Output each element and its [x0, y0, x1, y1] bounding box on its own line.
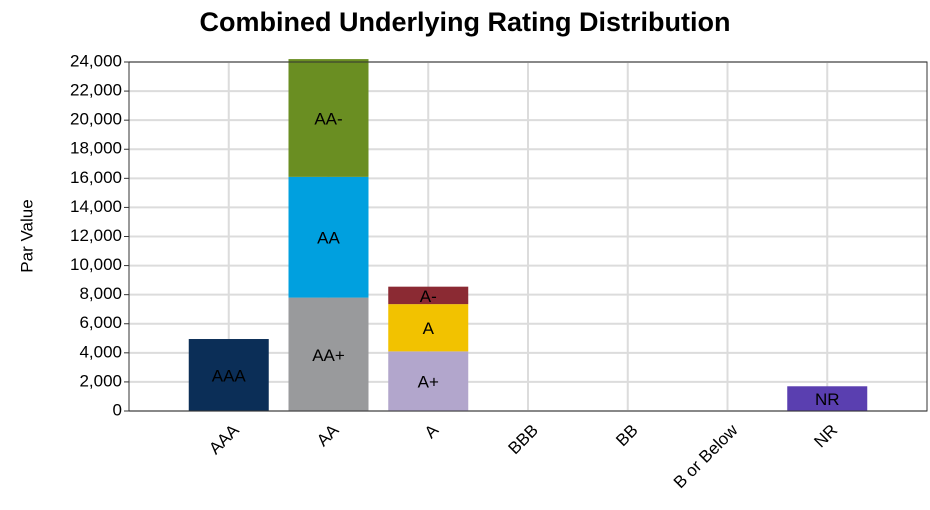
y-tick-label: 6,000 — [79, 313, 122, 332]
y-tick-label: 24,000 — [70, 51, 122, 70]
y-tick-label: 20,000 — [70, 110, 122, 129]
chart-title: Combined Underlying Rating Distribution — [200, 7, 731, 37]
y-axis-label: Par Value — [17, 199, 36, 272]
bar-segment — [787, 386, 868, 411]
y-tick-label: 4,000 — [79, 342, 122, 361]
y-tick-label: 14,000 — [70, 197, 122, 216]
segment-label: A — [423, 319, 435, 338]
segment-label: AA+ — [312, 346, 345, 365]
y-tick-label: 10,000 — [70, 255, 122, 274]
segment-label: AA- — [314, 109, 342, 128]
x-tick-label: BB — [612, 421, 641, 450]
bar-segment — [388, 304, 469, 352]
y-tick-label: 8,000 — [79, 284, 122, 303]
plot-border — [128, 61, 928, 412]
x-tick-label: BBB — [505, 421, 542, 458]
x-tick-label: A — [421, 420, 443, 442]
segment-label: AAA — [212, 366, 247, 385]
segment-label: A- — [420, 287, 437, 306]
segment-label: NR — [815, 390, 840, 409]
y-tick-label: 0 — [113, 400, 122, 419]
x-tick-label: AA — [313, 420, 343, 450]
y-tick-label: 2,000 — [79, 371, 122, 390]
segment-label: AA — [317, 229, 340, 248]
y-tick-label: 12,000 — [70, 226, 122, 245]
y-tick-label: 22,000 — [70, 81, 122, 100]
y-tick-label: 18,000 — [70, 139, 122, 158]
y-tick-label: 16,000 — [70, 168, 122, 187]
bar-segment — [288, 176, 369, 298]
bar-segment — [388, 351, 469, 411]
bar-segment — [188, 339, 269, 411]
x-tick-label: B or Below — [670, 420, 742, 492]
segment-label: A+ — [418, 373, 439, 392]
x-tick-label: NR — [810, 421, 841, 452]
bar-segment — [288, 59, 369, 177]
x-tick-label: AAA — [205, 420, 243, 458]
bar-segment — [288, 297, 369, 411]
bar-segment — [388, 286, 469, 305]
